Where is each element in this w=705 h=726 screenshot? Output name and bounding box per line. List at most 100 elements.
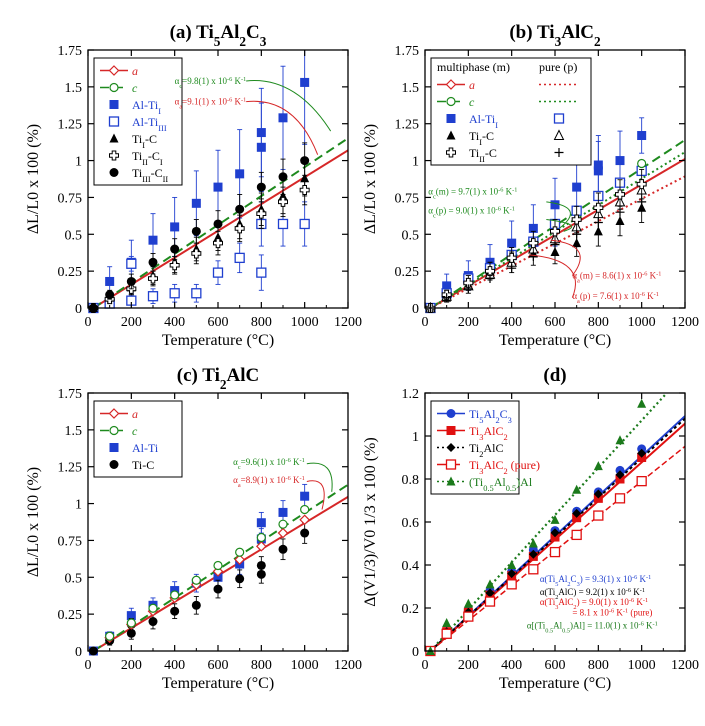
x-tick-label: 400 <box>164 315 185 330</box>
data-point <box>235 547 245 557</box>
y-tick-label: 0 <box>412 302 419 317</box>
data-point <box>593 489 603 499</box>
data-point <box>148 273 158 284</box>
text-part: 3 <box>479 467 483 476</box>
text-part: Al-Ti <box>132 98 159 112</box>
data-point <box>463 277 474 288</box>
data-point <box>506 579 517 590</box>
y-tick-label: 0.25 <box>58 265 83 280</box>
text-part: Al <box>558 574 567 584</box>
data-point <box>170 244 180 254</box>
x-tick-label: 0 <box>422 315 429 330</box>
text-part: C <box>246 22 260 43</box>
legend-label: Al-TiI <box>469 112 498 130</box>
text-part: 2 <box>220 377 227 392</box>
data-point <box>637 197 647 207</box>
legend-marker-pure <box>554 148 564 157</box>
legend: ac Al-Ti Ti-C <box>93 400 183 478</box>
data-point <box>105 276 115 286</box>
y-tick-label: 1 <box>412 430 419 445</box>
text-part: (d) <box>543 365 566 386</box>
text-part: 2 <box>573 603 576 610</box>
annotation-text: α[(Ti0.5Al0.5)Al] = 11.0(1) x 10-6 K-1 <box>527 620 658 634</box>
text-part: α <box>233 475 238 485</box>
panel-title: (b) Ti3AlC2 <box>509 22 601 49</box>
annotation-text: αa=8.9(1) x 10-6 K-1 <box>233 474 305 488</box>
text-part: Al <box>483 407 496 421</box>
data-point <box>300 504 310 515</box>
y-tick-label: 1.75 <box>395 44 420 59</box>
data-point <box>234 252 245 264</box>
text-part: Ti <box>469 129 480 143</box>
legend-label: Al-Ti <box>132 441 159 455</box>
legend-box <box>430 400 520 495</box>
legend-marker <box>446 409 456 418</box>
text-part: α <box>572 271 577 281</box>
text-part: -6 <box>227 96 232 103</box>
text-part: -6 <box>496 205 501 212</box>
text-part: AlC) = 9.2(1) x 10 <box>558 587 626 597</box>
data-point <box>300 156 310 166</box>
text-part: 0.5 <box>483 484 493 493</box>
annotation: αa=9.1(1) x 10-6 K-1 <box>175 96 319 155</box>
x-tick-label: 1000 <box>628 658 656 673</box>
data-point <box>278 172 288 182</box>
data-point <box>572 238 582 248</box>
text-part: (c) Ti <box>177 365 220 386</box>
legend-marker <box>445 459 457 470</box>
x-tick-label: 0 <box>422 658 429 673</box>
data-point <box>256 560 266 570</box>
data-point <box>507 263 517 273</box>
data-point <box>191 226 201 236</box>
panel-title: (d) <box>543 365 566 386</box>
data-point <box>593 217 603 227</box>
legend-label: Al-TiIII <box>132 115 167 133</box>
data-point <box>528 538 538 548</box>
legend-header: pure (p) <box>539 60 577 74</box>
text-part: a <box>577 298 580 305</box>
series <box>88 483 310 656</box>
text-part: (a) Ti <box>170 22 214 43</box>
text-part: -1 <box>643 596 648 603</box>
text-part: Al-Ti <box>132 115 159 129</box>
data-point <box>442 293 452 303</box>
x-tick-label: 400 <box>501 658 522 673</box>
text-part: K <box>634 597 643 607</box>
legend-box <box>430 57 592 166</box>
data-point <box>213 219 223 229</box>
text-part: AlC <box>561 22 594 43</box>
text-part: 5 <box>479 416 483 425</box>
text-part: α <box>572 291 577 301</box>
x-tick-label: 1000 <box>628 315 656 330</box>
annotation-text: αa(p) = 7.6(1) x 10-6 K-1 <box>572 291 659 305</box>
x-tick-label: 1200 <box>334 315 362 330</box>
text-part: K <box>644 620 653 630</box>
panel-title: (c) Ti2AlC <box>177 365 260 392</box>
text-part: -C <box>151 166 163 180</box>
data-point <box>277 527 289 539</box>
text-part: =9.6(1) x 10 <box>241 457 286 467</box>
annotation: αc=9.6(1) x 10-6 K-1 <box>233 457 333 492</box>
data-point <box>235 169 245 179</box>
y-tick-label: 0 <box>412 645 419 660</box>
x-tick-label: 800 <box>588 658 609 673</box>
text-part: III <box>142 175 151 184</box>
annotation-text: = 8.1 x 10-6 K-1 (pure) <box>572 607 652 618</box>
text-part: Ti <box>469 441 480 455</box>
data-point <box>212 267 224 278</box>
text-part: -1 <box>241 96 246 103</box>
x-tick-label: 1000 <box>291 315 319 330</box>
legend-label: a <box>132 64 138 78</box>
data-point <box>528 549 538 559</box>
text-part: c <box>179 82 182 89</box>
text-part: II <box>163 175 169 184</box>
text-part: ) = 9.3(1) x 10 <box>580 574 633 584</box>
data-point <box>148 257 158 267</box>
text-part: K <box>232 97 241 107</box>
text-part: K <box>501 206 510 216</box>
annotation-arrow <box>550 239 581 276</box>
text-part: Al-Ti <box>469 112 496 126</box>
data-point <box>170 590 180 600</box>
data-point <box>256 267 267 278</box>
